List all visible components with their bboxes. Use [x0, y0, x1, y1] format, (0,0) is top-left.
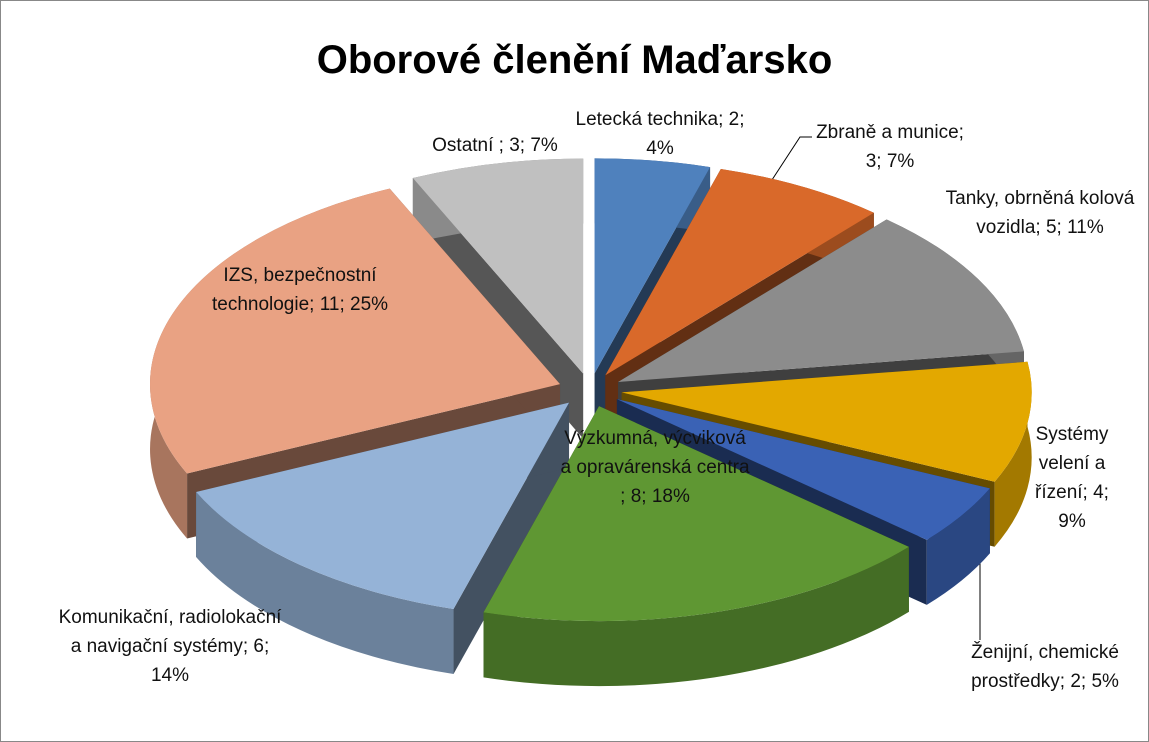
pie-slice [196, 402, 570, 674]
slice-top [150, 188, 561, 474]
data-label: Systémy velení a řízení; 4; 9% [1035, 424, 1109, 532]
slice-wall [994, 361, 1032, 547]
slice-wall [196, 491, 454, 674]
slice-top [621, 361, 1032, 482]
slice-top [412, 158, 584, 374]
slice-top [594, 158, 711, 374]
slice-top [605, 168, 874, 376]
slice-top [618, 219, 1024, 382]
data-label: Výzkumná, výcviková a opravárenská centr… [560, 428, 750, 507]
slice-top [483, 406, 909, 622]
leader-line [767, 136, 812, 187]
pie-slice [483, 406, 909, 687]
pie-slices [150, 158, 1032, 687]
slice-wall [483, 546, 909, 687]
data-label: Ženijní, chemické prostředky; 2; 5% [971, 642, 1119, 692]
data-label: Tanky, obrněná kolová vozidla; 5; 11% [945, 188, 1135, 238]
data-label: Zbraně a munice; 3; 7% [816, 122, 964, 172]
data-label: Letecká technika; 2; 4% [575, 109, 745, 159]
data-label: Ostatní ; 3; 7% [432, 135, 558, 156]
chart-title: Oborové členění Maďarsko [316, 38, 833, 82]
slice-top [196, 402, 570, 609]
slice-top [616, 399, 990, 540]
data-label: Komunikační, radiolokační a navigační sy… [58, 607, 282, 686]
data-label: IZS, bezpečnostní technologie; 11; 25% [211, 265, 389, 315]
slice-wall [926, 488, 990, 605]
